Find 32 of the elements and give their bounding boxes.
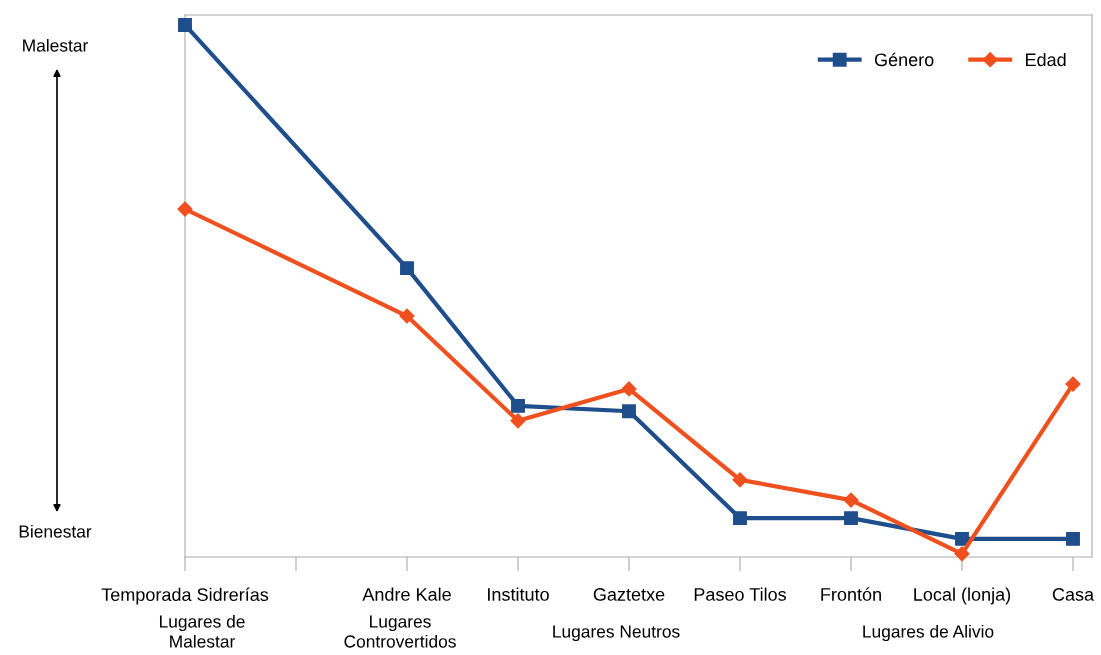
x-tick-label: Temporada Sidrerías xyxy=(101,587,269,605)
x-tick-label: Instituto xyxy=(488,587,549,601)
legend-label: Género xyxy=(874,52,934,67)
point xyxy=(1065,376,1081,392)
legend-label: Edad xyxy=(1026,52,1066,67)
point xyxy=(399,308,415,324)
text: Bienestar xyxy=(19,524,92,538)
point xyxy=(954,546,970,562)
point xyxy=(622,404,636,419)
point xyxy=(400,261,414,276)
x-tick-label: Local (lonja) xyxy=(914,587,1011,605)
text: Lugares Neutros xyxy=(553,625,680,642)
point xyxy=(178,18,192,32)
text: Lugares Controvertidos xyxy=(344,615,456,648)
point xyxy=(733,511,747,526)
x-tick-label: Gaztetxe xyxy=(593,588,665,601)
point xyxy=(511,398,525,413)
text: Malestar xyxy=(23,38,88,52)
point xyxy=(843,492,859,508)
point xyxy=(1066,531,1080,546)
point xyxy=(621,381,637,397)
x-tick-label: Andre Kale xyxy=(362,587,451,601)
x-tick-label: Paseo Tilos xyxy=(694,587,787,601)
text: Lugares de Alivio xyxy=(863,624,994,642)
text: Lugares de Malestar xyxy=(159,614,245,648)
point xyxy=(732,472,748,488)
x-tick-label: Frontón xyxy=(821,587,881,601)
point xyxy=(955,531,969,546)
x-tick-label: Casa xyxy=(1052,588,1095,601)
point xyxy=(510,413,526,429)
point xyxy=(844,511,858,526)
point xyxy=(177,201,193,217)
